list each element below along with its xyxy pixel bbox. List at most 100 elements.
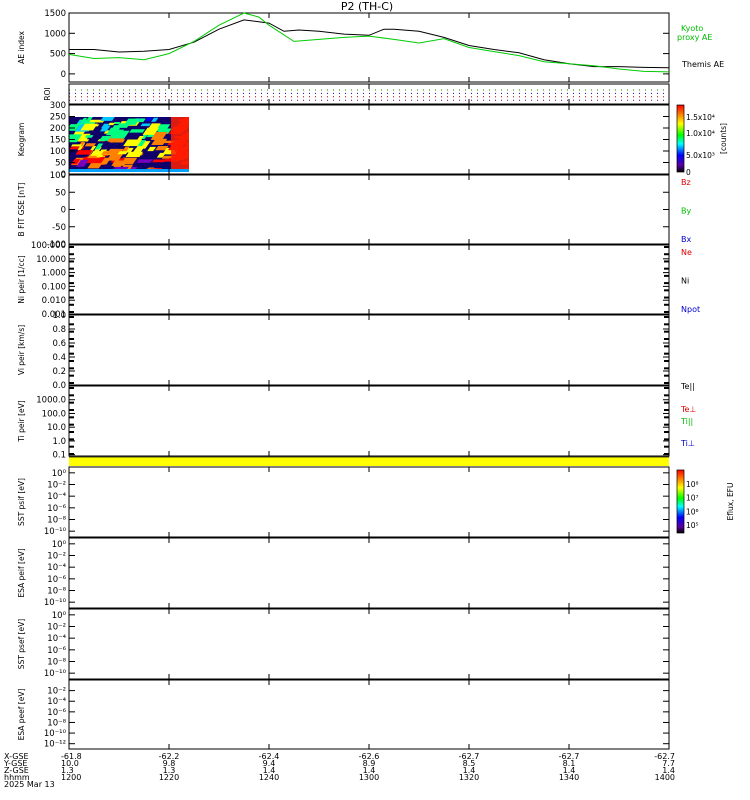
ytick-label: 1.000 [42, 269, 66, 279]
ytick-label: 10.0 [47, 423, 66, 433]
axis-tick-y: 7.7 [662, 759, 675, 768]
minor-tick-right [664, 338, 669, 340]
panel-frame [68, 466, 670, 538]
colorbar-tick-label: 5.0x10³ [686, 151, 715, 160]
keogram-streak [147, 146, 157, 152]
ytick-label: 10⁻⁶ [47, 646, 66, 656]
minor-tick-right [664, 367, 669, 370]
keogram-streak [70, 159, 81, 165]
minor-tick-right [664, 401, 669, 404]
legend-ni-0: Ne [681, 248, 692, 257]
keogram-streak [76, 159, 89, 167]
axis-row-label: Z-GSE [4, 766, 29, 775]
minor-tick-right [664, 394, 669, 397]
minor-tick-right [664, 316, 669, 318]
ytick-label: 0.001 [42, 310, 66, 320]
ytick-label: 10.000 [36, 255, 66, 265]
ytick-label: -100 [47, 240, 66, 250]
ylabel: SST psif [eV] [17, 478, 26, 526]
minor-tick-left [69, 253, 74, 256]
ytick-label: 1.0 [52, 311, 66, 321]
ytick-label: -50 [52, 223, 66, 233]
ylabel: AE index [17, 31, 26, 64]
minor-tick-right [664, 289, 669, 292]
minor-tick-left [69, 423, 74, 426]
colorbar-tick-label: 10⁷ [686, 494, 699, 503]
axis-row-label: X-GSE [4, 752, 29, 761]
minor-tick-left [69, 382, 74, 384]
ytick-label: 0.4 [52, 353, 66, 363]
axis-tick-t: 1340 [559, 773, 579, 782]
axis-tick-t: 1240 [259, 773, 279, 782]
ylabel: Keogram [17, 123, 26, 157]
minor-tick-right [664, 409, 669, 411]
ylabel: ESA peif [eV] [17, 548, 26, 597]
panel-frame [68, 314, 670, 386]
colorbar-tick-label: 1.0x10⁴ [686, 129, 715, 138]
axis-tick-t: 1400 [655, 773, 675, 782]
minor-tick-right [664, 253, 669, 256]
keogram-streak [135, 141, 151, 149]
keogram-streak [108, 122, 115, 126]
keogram-streak [69, 134, 83, 143]
ytick-label: 10⁻¹⁰ [44, 598, 67, 608]
keogram-streak [92, 156, 106, 164]
axis-tick-y: 8.9 [363, 759, 376, 768]
ylabel: Ti peir [eV] [17, 400, 26, 442]
keogram-streak [86, 124, 100, 127]
minor-tick-right [664, 296, 669, 299]
series-line-themis-ae [69, 19, 670, 69]
minor-tick-left [69, 345, 74, 348]
minor-tick-left [69, 352, 74, 355]
panel-frame [68, 679, 670, 750]
minor-tick-left [69, 289, 74, 292]
minor-tick-left [69, 401, 74, 404]
ytick-label: 10⁻⁶ [47, 504, 66, 514]
time-axis-footer: X-GSEY-GSEZ-GSEhhmm-61.810.01.31200-62.2… [3, 752, 675, 789]
keogram-streak [84, 135, 94, 138]
axis-row-label: Y-GSE [3, 759, 27, 768]
axis-tick-z: 1.4 [662, 766, 675, 775]
keogram-streak [129, 129, 146, 133]
minor-tick-right [664, 438, 669, 441]
keogram-streak [71, 144, 83, 147]
ytick-label: 1500 [44, 9, 66, 19]
legend-bfield-2: Bx [681, 235, 691, 244]
ytick-label: 50 [55, 159, 66, 169]
keogram-image [69, 117, 189, 172]
ytick-label: 10⁻¹⁰ [44, 527, 67, 537]
panel-keogram: 300250200150100500Keogram1.5x10⁴1.0x10⁴5… [17, 101, 728, 180]
legend-bfield-1: By [681, 207, 691, 216]
ytick-label: 100 [50, 147, 66, 157]
colorbar-label: [counts] [719, 123, 728, 154]
legend-bfield-0: Bz [681, 178, 691, 187]
keogram-streak [84, 143, 97, 147]
ytick-label: 10⁻² [47, 687, 66, 697]
keogram-streak [150, 132, 165, 140]
panel-esa1: 10⁰ 10⁻²10⁻⁴ 10⁻⁶ 10⁻⁸10⁻¹⁰ ESA peif [eV] [17, 537, 670, 609]
keogram-streak [144, 117, 153, 122]
keogram-streak [99, 125, 111, 132]
keogram-streak [94, 143, 104, 150]
minor-tick-right [664, 387, 669, 389]
colorbar [676, 469, 685, 534]
ylabel: ESA peef [eV] [17, 689, 26, 741]
axis-tick-x: -62.7 [559, 752, 580, 761]
minor-tick-right [664, 431, 669, 433]
minor-tick-right [664, 267, 669, 270]
keogram-streak [69, 124, 80, 131]
keogram-streak [88, 119, 105, 123]
ytick-label: 10⁻⁸ [47, 658, 66, 668]
ytick-label: 0.010 [42, 296, 66, 306]
axis-tick-t: 1200 [61, 773, 81, 782]
yellow-spectrogram-band [69, 457, 669, 466]
axis-tick-t: 1300 [359, 773, 379, 782]
keogram-streak [140, 123, 152, 127]
colorbar [676, 104, 685, 173]
keogram-streak [100, 117, 115, 121]
keogram-streak [136, 135, 144, 141]
minor-tick-left [69, 394, 74, 397]
axis-tick-x: -62.2 [159, 752, 180, 761]
